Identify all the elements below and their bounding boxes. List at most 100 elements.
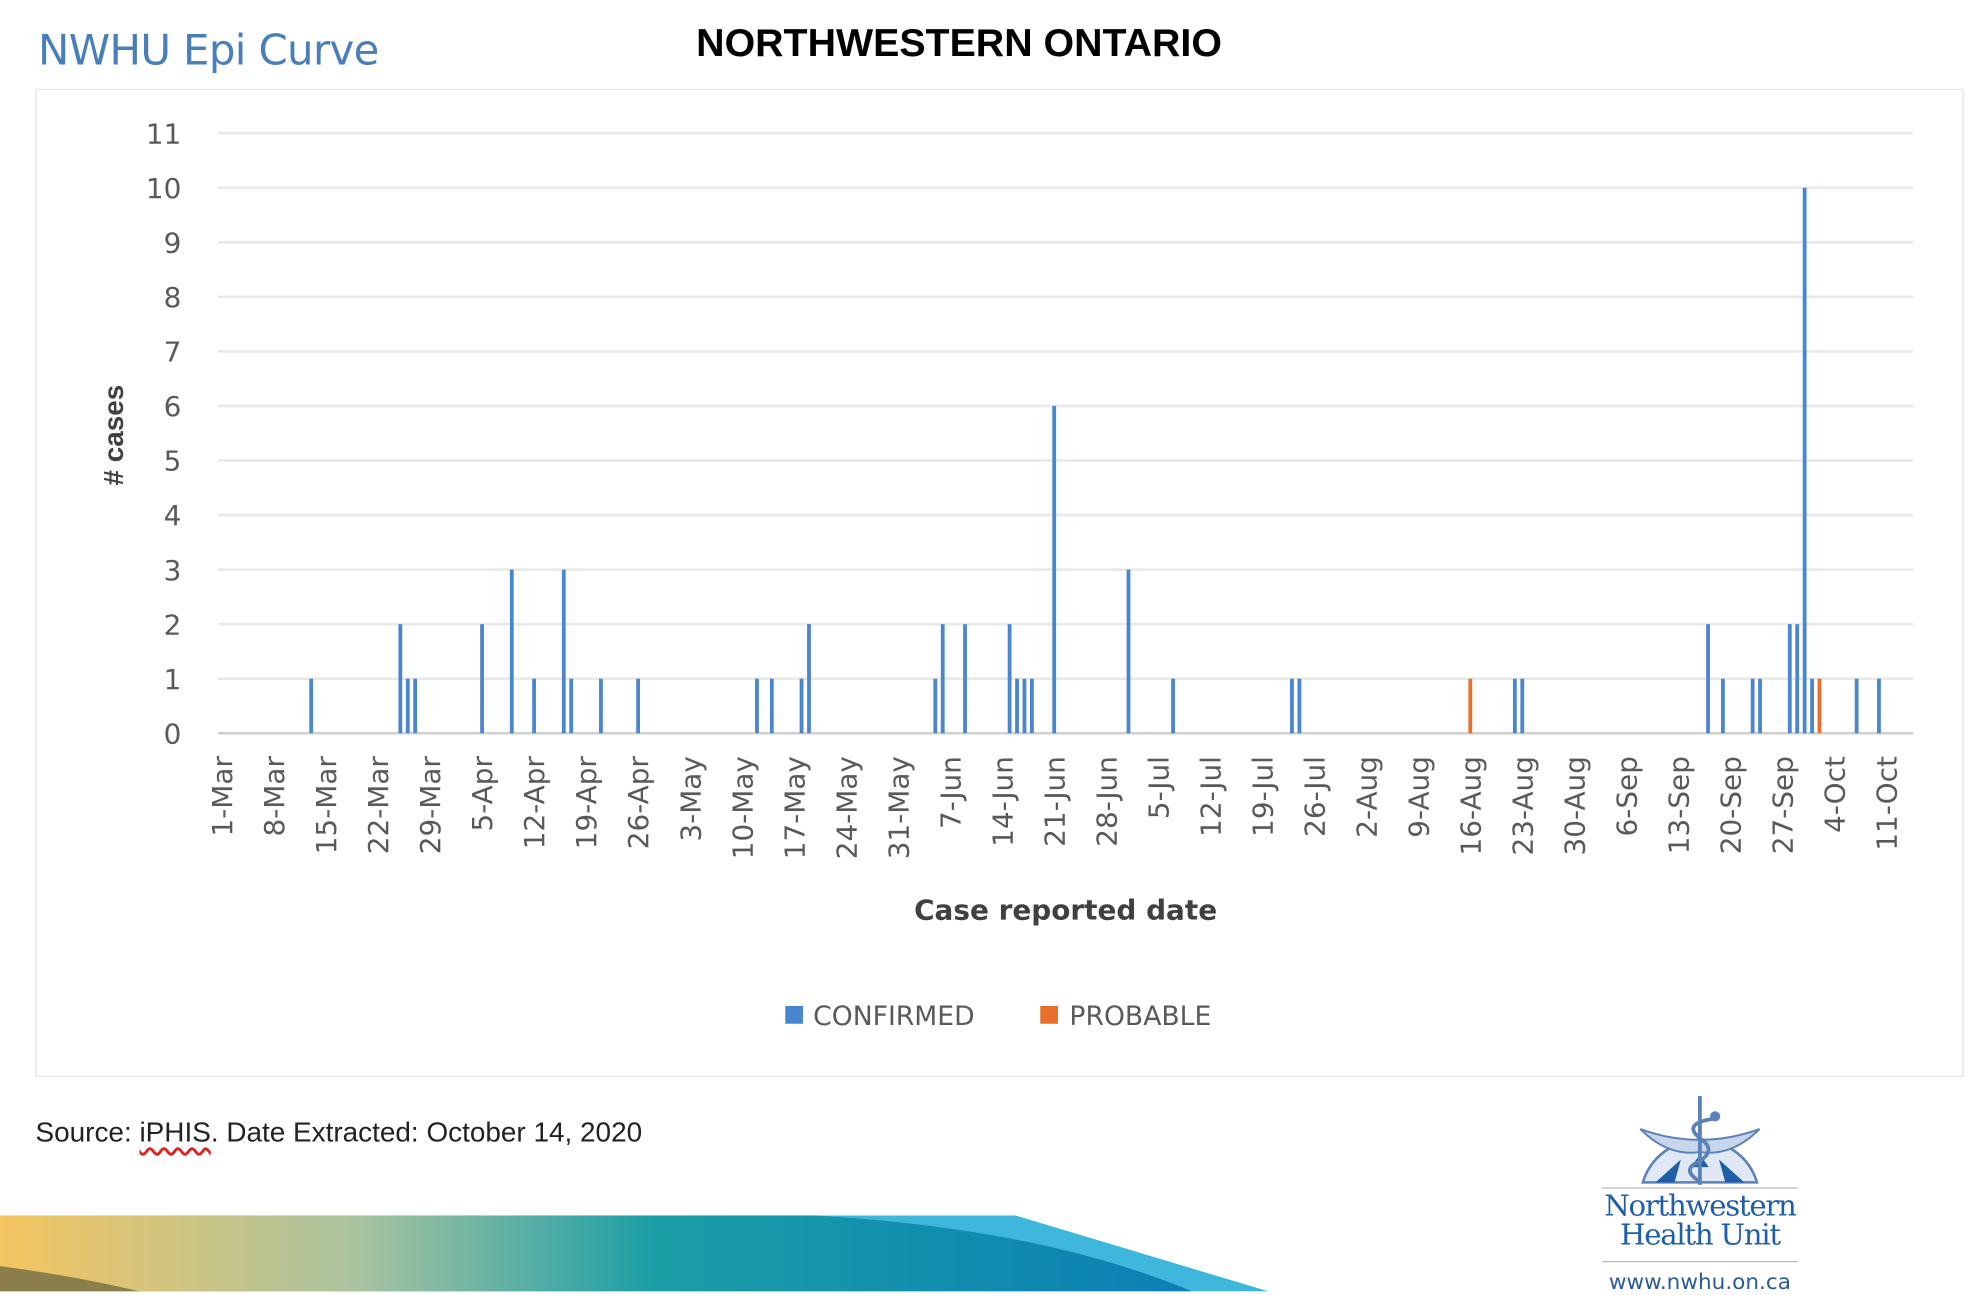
source-name: iPHIS (139, 1116, 211, 1149)
bar-confirmed (1802, 187, 1807, 734)
x-tick-label: 23-Aug (1506, 756, 1539, 855)
y-tick-label: 11 (146, 117, 182, 150)
y-tick-label: 5 (164, 445, 182, 478)
bar-confirmed (1290, 678, 1294, 734)
bar-confirmed (755, 678, 759, 734)
region-title: NORTHWESTERN ONTARIO (696, 20, 1222, 65)
x-tick-label: 13-Sep (1662, 756, 1695, 854)
x-tick-label: 12-Jul (1194, 756, 1227, 837)
x-tick-label: 8-Mar (258, 756, 291, 837)
y-tick-label: 2 (164, 608, 182, 641)
legend-swatch-confirmed (785, 1005, 804, 1024)
bar-confirmed (1022, 678, 1027, 734)
x-tick-label: 31-May (882, 756, 915, 859)
y-tick-label: 7 (164, 336, 182, 369)
x-tick-label: 14-Jun (986, 756, 1019, 847)
logo-line2: Health Unit (1620, 1219, 1781, 1253)
bar-confirmed (1520, 678, 1525, 734)
legend-swatch-probable (1040, 1005, 1059, 1024)
x-tick-label: 29-Mar (414, 756, 447, 855)
bar-confirmed (1758, 678, 1762, 734)
y-tick-label: 1 (164, 663, 182, 696)
x-tick-label: 5-Apr (466, 756, 499, 832)
bar-confirmed (405, 678, 410, 734)
bar-confirmed (1015, 678, 1019, 734)
x-tick-label: 12-Apr (518, 756, 551, 850)
x-tick-label: 16-Aug (1454, 756, 1487, 855)
logo-line1: Northwestern (1604, 1189, 1797, 1223)
y-tick-label: 3 (164, 554, 182, 587)
bar-confirmed (1512, 678, 1517, 734)
x-tick-label: 21-Jun (1038, 756, 1071, 847)
bar-confirmed (532, 678, 536, 734)
x-tick-label: 4-Oct (1819, 756, 1852, 833)
bar-probable (1468, 678, 1473, 734)
bar-confirmed (1750, 678, 1755, 734)
x-tick-label: 17-May (778, 756, 811, 859)
bar-confirmed (636, 678, 640, 734)
bar-confirmed (1787, 624, 1792, 734)
logo-url[interactable]: www.nwhu.on.ca (1608, 1269, 1791, 1295)
x-tick-label: 26-Apr (622, 756, 655, 850)
bar-confirmed (933, 678, 938, 734)
bar-confirmed (398, 624, 403, 734)
bar-probable (1817, 678, 1822, 734)
bar-confirmed (561, 569, 566, 734)
x-axis-label: Case reported date (914, 894, 1217, 927)
bar-confirmed (1795, 624, 1800, 734)
bar-confirmed (1052, 405, 1057, 734)
bar-confirmed (1877, 678, 1881, 734)
legend-label-confirmed: CONFIRMED (813, 1001, 974, 1032)
bar-confirmed (1297, 678, 1302, 734)
bar-confirmed (1854, 678, 1859, 734)
x-tick-label: 1-Mar (206, 756, 239, 837)
x-tick-label: 9-Aug (1402, 756, 1435, 838)
date-extracted: . Date Extracted: October 14, 2020 (210, 1116, 643, 1149)
x-tick-label: 30-Aug (1558, 756, 1591, 855)
x-tick-label: 19-Apr (570, 756, 603, 850)
y-tick-label: 9 (164, 226, 182, 259)
x-tick-label: 24-May (830, 756, 863, 859)
bar-confirmed (309, 678, 314, 734)
epi-curve-chart: 0 1 2 3 4 5 6 7 8 9 10 11 1-Mar 8-Mar 15-Mar 22-Mar 29-M… (98, 117, 1914, 1032)
bar-confirmed (569, 678, 574, 734)
y-tick-label: 0 (164, 717, 182, 750)
x-tick-label: 5-Jul (1142, 756, 1175, 819)
legend: CONFIRMED PROBABLE (785, 1001, 1211, 1032)
decorative-gradient-band (0, 1215, 1269, 1292)
x-tick-label: 27-Sep (1766, 756, 1799, 854)
x-tick-label: 2-Aug (1350, 756, 1383, 838)
bar-confirmed (413, 678, 418, 734)
x-tick-label: 20-Sep (1714, 756, 1747, 854)
x-tick-label: 3-May (674, 756, 707, 841)
y-tick-label: 4 (164, 499, 182, 532)
y-axis-label: # cases (98, 385, 129, 486)
x-tick-label: 10-May (726, 756, 759, 859)
x-tick-label: 19-Jul (1246, 756, 1279, 837)
bar-confirmed (1171, 678, 1175, 734)
x-tick-label: 22-Mar (362, 756, 395, 855)
logo-name: Northwestern Health Unit (1592, 1192, 1808, 1250)
logo-rule (1602, 1187, 1798, 1189)
bar-confirmed (509, 569, 514, 734)
x-tick-label: 7-Jun (934, 756, 967, 829)
logo-rule (1602, 1260, 1798, 1263)
legend-label-probable: PROBABLE (1069, 1001, 1211, 1032)
x-tick-label: 15-Mar (310, 756, 343, 855)
bar-confirmed (1810, 678, 1814, 734)
bar-confirmed (807, 624, 811, 734)
caduceus-compass-icon (1639, 1096, 1761, 1185)
bar-confirmed (963, 624, 967, 734)
bar-confirmed (1029, 678, 1034, 734)
chart-panel (35, 88, 1964, 1078)
bar-confirmed (1706, 624, 1710, 734)
source-label: Source: (35, 1116, 140, 1149)
bar-confirmed (799, 678, 804, 734)
bar-confirmed (480, 624, 484, 734)
bar-confirmed (1007, 624, 1012, 734)
x-tick-label: 26-Jul (1298, 756, 1331, 837)
bar-confirmed (769, 678, 774, 734)
bar-confirmed (940, 624, 945, 734)
x-tick-label: 28-Jun (1090, 756, 1123, 847)
